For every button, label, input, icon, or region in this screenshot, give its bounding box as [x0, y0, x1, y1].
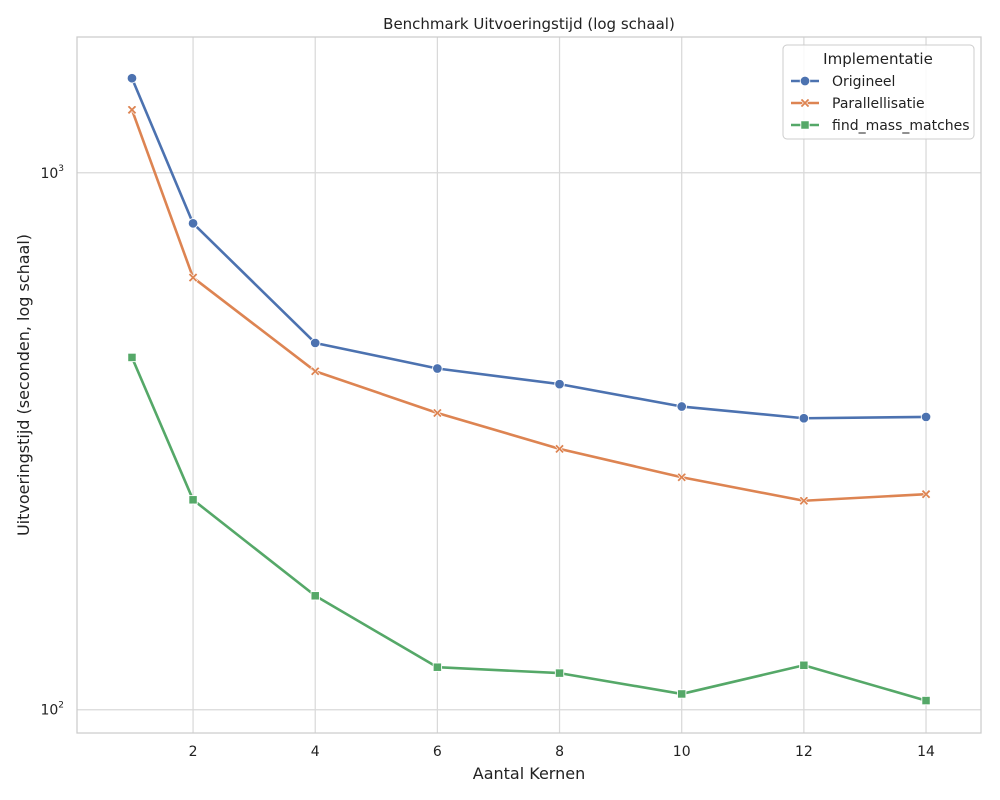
- data-point: [127, 352, 137, 363]
- data-point: [921, 489, 932, 500]
- legend-label: Parallellisatie: [832, 96, 925, 112]
- y-axis-label: Uitvoeringstijd (seconden, log schaal): [14, 234, 33, 536]
- series-line: [130, 108, 928, 503]
- data-point: [188, 495, 198, 505]
- data-point: [554, 668, 565, 678]
- legend-swatch-marker: [799, 75, 811, 87]
- y-tick-label: 103: [40, 164, 64, 182]
- data-point: [432, 407, 443, 418]
- y-tick-base: 10: [40, 703, 58, 719]
- data-point: [920, 411, 932, 423]
- plot-frame: [76, 36, 982, 734]
- data-point: [126, 72, 138, 84]
- legend: Implementatie Origineel Parallellisatie fi…: [782, 44, 975, 140]
- series-line: [130, 76, 928, 420]
- data-point: [310, 591, 320, 601]
- legend-item: Origineel: [791, 74, 895, 90]
- data-point: [310, 366, 321, 377]
- legend-title: Implementatie: [823, 50, 933, 68]
- legend-swatch-marker: [799, 97, 811, 109]
- y-tick-exponent: 3: [58, 164, 64, 174]
- data-point: [676, 401, 687, 412]
- chart-title: Benchmark Uitvoeringstijd (log schaal): [383, 15, 675, 33]
- series-2: [126, 104, 932, 506]
- series-1: [126, 72, 932, 424]
- y-tick-label: 102: [40, 701, 64, 719]
- data-point: [921, 695, 931, 706]
- x-tick-label: 14: [917, 744, 935, 760]
- x-tick-label: 6: [433, 744, 442, 760]
- data-point: [798, 495, 809, 506]
- legend-box: [782, 44, 975, 140]
- x-tick-label: 10: [673, 744, 691, 760]
- legend-label: Origineel: [832, 74, 895, 90]
- data-point: [432, 363, 443, 374]
- series-line: [130, 356, 928, 702]
- x-tick-label: 4: [311, 744, 320, 760]
- x-axis: 2 4 6 8 10 12 14: [189, 744, 935, 760]
- x-tick-label: 2: [189, 744, 198, 760]
- data-point: [677, 689, 687, 699]
- data-point: [554, 378, 565, 390]
- grid: [77, 37, 981, 733]
- legend-item: find_mass_matches: [791, 118, 970, 134]
- legend-items: Origineel Parallellisatie find_mass_matche…: [791, 74, 970, 134]
- data-point: [554, 443, 565, 454]
- data-point: [799, 660, 809, 670]
- data-point: [798, 413, 810, 424]
- y-tick-base: 10: [40, 166, 58, 182]
- legend-item: Parallellisatie: [791, 96, 925, 112]
- data-point: [188, 272, 199, 283]
- series-3: [127, 352, 931, 706]
- legend-swatch-marker: [800, 120, 810, 130]
- legend-label: find_mass_matches: [832, 118, 970, 134]
- data-point: [187, 218, 199, 229]
- data-point: [676, 472, 687, 483]
- x-axis-label: Aantal Kernen: [473, 764, 585, 783]
- series-layer: [126, 72, 932, 706]
- data-point: [126, 104, 137, 115]
- x-tick-label: 12: [795, 744, 813, 760]
- y-tick-exponent: 2: [58, 701, 64, 711]
- data-point: [432, 662, 443, 672]
- data-point: [309, 337, 321, 349]
- x-tick-label: 8: [555, 744, 564, 760]
